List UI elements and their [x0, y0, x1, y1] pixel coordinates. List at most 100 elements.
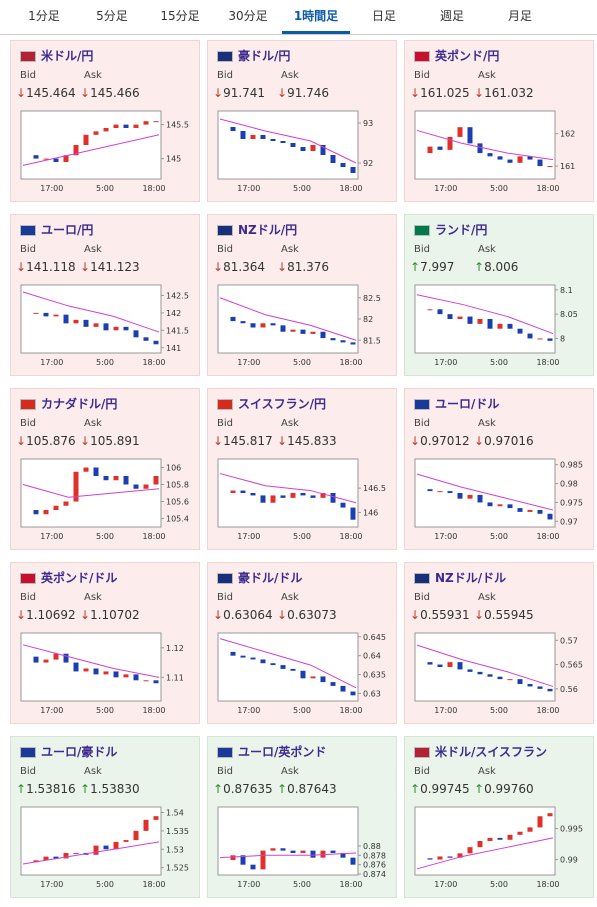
ask-value: 1.10702 — [90, 608, 140, 622]
bid-price: ↑0.87635 — [213, 782, 273, 796]
candle — [340, 502, 346, 508]
x-tick-label: 5:00 — [293, 358, 311, 367]
candle — [507, 323, 513, 329]
y-tick-label: 145.5 — [166, 121, 189, 130]
tab[interactable]: 週足 — [439, 9, 464, 23]
candle — [310, 676, 316, 679]
y-tick-label: 0.88 — [363, 842, 381, 851]
ask-price: ↓141.123 — [80, 260, 140, 274]
bid-value: 1.53816 — [26, 782, 76, 796]
candle — [537, 686, 543, 689]
bid-label: Bid — [217, 766, 233, 777]
trend-arrow: ↓ — [277, 86, 288, 100]
candle — [280, 141, 286, 143]
candle — [507, 834, 513, 840]
rate-card[interactable]: 英ポンド/ドル Bid Ask ↓1.10692 ↓1.10702 1.11 1.12 17:… — [10, 562, 200, 724]
rate-card[interactable]: NZドル/ドル Bid Ask ↓0.55931 ↓0.55945 0.56 0.565 0.… — [404, 562, 594, 724]
candle — [260, 323, 266, 328]
tab[interactable]: 日足 — [371, 9, 396, 23]
y-tick-label: 0.874 — [363, 870, 386, 879]
candle — [240, 131, 246, 139]
y-tick-label: 1.54 — [166, 809, 184, 818]
candle — [320, 850, 326, 858]
trend-arrow: ↑ — [80, 782, 91, 796]
rate-card[interactable]: ランド/円 Bid Ask ↑7.997 ↑8.006 8 8.05 8.1 17:00 5:00… — [404, 214, 594, 376]
x-tick-label: 17:00 — [434, 532, 457, 541]
rate-card[interactable]: ユーロ/円 Bid Ask ↓141.118 ↓141.123 141 141.5 142 14… — [10, 214, 200, 376]
pair-name: 米ドル/スイスフラン — [435, 745, 548, 759]
candle — [447, 136, 453, 150]
rate-card[interactable]: ユーロ/豪ドル Bid Ask ↑1.53816 ↑1.53830 1.525 1.53 1.… — [10, 736, 200, 898]
pair-name: ユーロ/英ポンド — [238, 745, 327, 759]
ask-value: 1.53830 — [90, 782, 140, 796]
candle — [427, 858, 433, 860]
x-tick-label: 18:00 — [536, 358, 559, 367]
ask-price: ↓81.376 — [277, 260, 329, 274]
bid-value: 145.817 — [223, 434, 273, 448]
candle — [537, 510, 543, 514]
moving-average — [219, 638, 357, 689]
rate-card[interactable]: 豪ドル/ドル Bid Ask ↓0.63064 ↓0.63073 0.63 0.635 0.6… — [207, 562, 397, 724]
tab[interactable]: 30分足 — [228, 9, 268, 23]
y-tick-label: 0.985 — [560, 461, 583, 470]
trend-arrow: ↓ — [410, 608, 421, 622]
mini-chart: 81.5 82 82.5 17:00 5:00 18:00 — [217, 284, 381, 367]
trend-arrow: ↓ — [80, 86, 91, 100]
y-tick-label: 0.995 — [560, 825, 583, 834]
candle — [133, 830, 139, 841]
pair-name: NZドル/円 — [238, 223, 298, 237]
rate-card[interactable]: NZドル/円 Bid Ask ↓81.364 ↓81.376 81.5 82 82.5 17:0… — [207, 214, 397, 376]
candle — [43, 659, 49, 663]
rate-card[interactable]: 豪ドル/円 Bid Ask ↓91.741 ↓91.746 92 93 17:00 5:00 18… — [207, 40, 397, 202]
candle — [350, 342, 356, 345]
rate-card[interactable]: スイスフラン/円 Bid Ask ↓145.817 ↓145.833 146 146.5 17… — [207, 388, 397, 550]
x-tick-label: 18:00 — [339, 880, 362, 889]
candle — [133, 484, 139, 489]
y-tick-label: 0.645 — [363, 633, 386, 642]
flag — [20, 399, 36, 410]
bid-price: ↓145.464 — [16, 86, 76, 100]
candle — [330, 155, 336, 163]
moving-average — [416, 644, 554, 687]
flag — [217, 747, 233, 758]
candle — [33, 312, 39, 314]
candle — [33, 155, 39, 159]
rate-card[interactable]: ユーロ/英ポンド Bid Ask ↑0.87635 ↑0.87643 0.874 0.876… — [207, 736, 397, 898]
x-tick-label: 17:00 — [40, 358, 63, 367]
candle — [53, 314, 59, 317]
candle — [230, 316, 236, 322]
tab[interactable]: 15分足 — [160, 9, 200, 23]
y-tick-label: 0.98 — [560, 480, 578, 489]
candle — [487, 502, 493, 507]
tab[interactable]: 1時間足 — [282, 0, 350, 34]
x-tick-label: 5:00 — [490, 184, 508, 193]
trend-arrow: ↓ — [213, 608, 224, 622]
ask-value: 161.032 — [484, 86, 534, 100]
candle — [547, 338, 553, 341]
bid-value: 0.55931 — [420, 608, 470, 622]
rate-card[interactable]: 米ドル/円 Bid Ask ↓145.464 ↓145.466 145 145.5 17:00… — [10, 40, 200, 202]
bid-label: Bid — [20, 244, 36, 255]
y-tick-label: 0.63 — [363, 689, 381, 698]
bid-value: 91.741 — [223, 86, 266, 100]
tab[interactable]: 1分足 — [28, 9, 60, 23]
tab[interactable]: 5分足 — [96, 9, 128, 23]
rate-card[interactable]: カナダドル/円 Bid Ask ↓105.876 ↓105.891 105.4 105.6 1… — [10, 388, 200, 550]
y-tick-label: 146.5 — [363, 484, 386, 493]
candle — [153, 816, 159, 820]
flag — [414, 399, 430, 410]
mini-chart: 141 141.5 142 142.5 17:00 5:00 18:00 — [20, 284, 189, 367]
bid-label: Bid — [414, 592, 430, 603]
pair-name: ユーロ/ドル — [435, 397, 500, 411]
x-tick-label: 17:00 — [434, 184, 457, 193]
rate-card[interactable]: ユーロ/ドル Bid Ask ↓0.97012 ↓0.97016 0.97 0.975 0.9… — [404, 388, 594, 550]
candle — [340, 852, 346, 858]
trend-arrow: ↓ — [16, 86, 27, 100]
tab[interactable]: 月足 — [507, 9, 532, 23]
y-tick-label: 1.525 — [166, 864, 189, 873]
ask-price: ↑0.99760 — [474, 782, 534, 796]
rate-card[interactable]: 米ドル/スイスフラン Bid Ask ↑0.99745 ↑0.99760 0.99 0.99… — [404, 736, 594, 898]
candle — [143, 121, 149, 125]
rate-card[interactable]: 英ポンド/円 Bid Ask ↓161.025 ↓161.032 161 162 17:00 5… — [404, 40, 594, 202]
pair-name: ランド/円 — [435, 223, 488, 237]
